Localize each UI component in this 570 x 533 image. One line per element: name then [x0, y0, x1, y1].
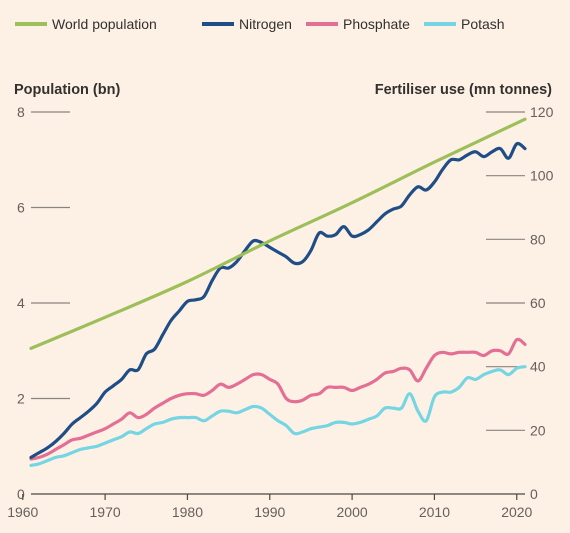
left-tick-label-4: 8	[17, 104, 25, 120]
series-line-world-population	[29, 117, 527, 350]
x-tick-label-1: 1970	[90, 504, 121, 520]
x-tick-label-3: 1990	[254, 504, 285, 520]
left-tick-label-1: 2	[17, 391, 25, 407]
right-axis-ticks: 0 20 40 60 80 100 120	[530, 104, 554, 502]
legend-label-0: World population	[52, 16, 157, 32]
left-axis-title: Population (bn)	[14, 82, 120, 98]
right-tick-label-1: 20	[530, 422, 546, 438]
x-tick-label-2: 1980	[172, 504, 203, 520]
x-tick-label-4: 2000	[337, 504, 368, 520]
left-tick-label-0: 0	[17, 486, 25, 502]
left-tick-label-3: 6	[17, 200, 25, 216]
x-axis-ticks: 1960 1970 1980 1990 2000 2010 2020	[7, 494, 533, 520]
legend-label-2: Phosphate	[343, 16, 410, 32]
series-line-potash	[29, 365, 527, 467]
right-tick-label-0: 0	[530, 486, 538, 502]
x-tick-label-5: 2010	[419, 504, 450, 520]
legend-label-1: Nitrogen	[239, 16, 292, 32]
right-tick-label-4: 80	[530, 231, 546, 247]
gridlines	[31, 111, 525, 431]
right-axis-title: Fertiliser use (mn tonnes)	[375, 82, 552, 98]
right-tick-label-3: 60	[530, 295, 546, 311]
series-line-phosphate	[29, 337, 527, 461]
legend: World population Nitrogen Phosphate Potash	[15, 16, 505, 32]
x-tick-label-6: 2020	[501, 504, 532, 520]
legend-label-3: Potash	[461, 16, 505, 32]
left-axis-ticks: 0 2 4 6 8	[17, 104, 25, 502]
left-tick-label-2: 4	[17, 295, 25, 311]
right-tick-label-5: 100	[530, 168, 554, 184]
x-tick-label-0: 1960	[7, 504, 38, 520]
right-tick-label-6: 120	[530, 104, 554, 120]
series-lines	[29, 117, 527, 467]
right-tick-label-2: 40	[530, 359, 546, 375]
series-line-nitrogen	[29, 141, 527, 459]
